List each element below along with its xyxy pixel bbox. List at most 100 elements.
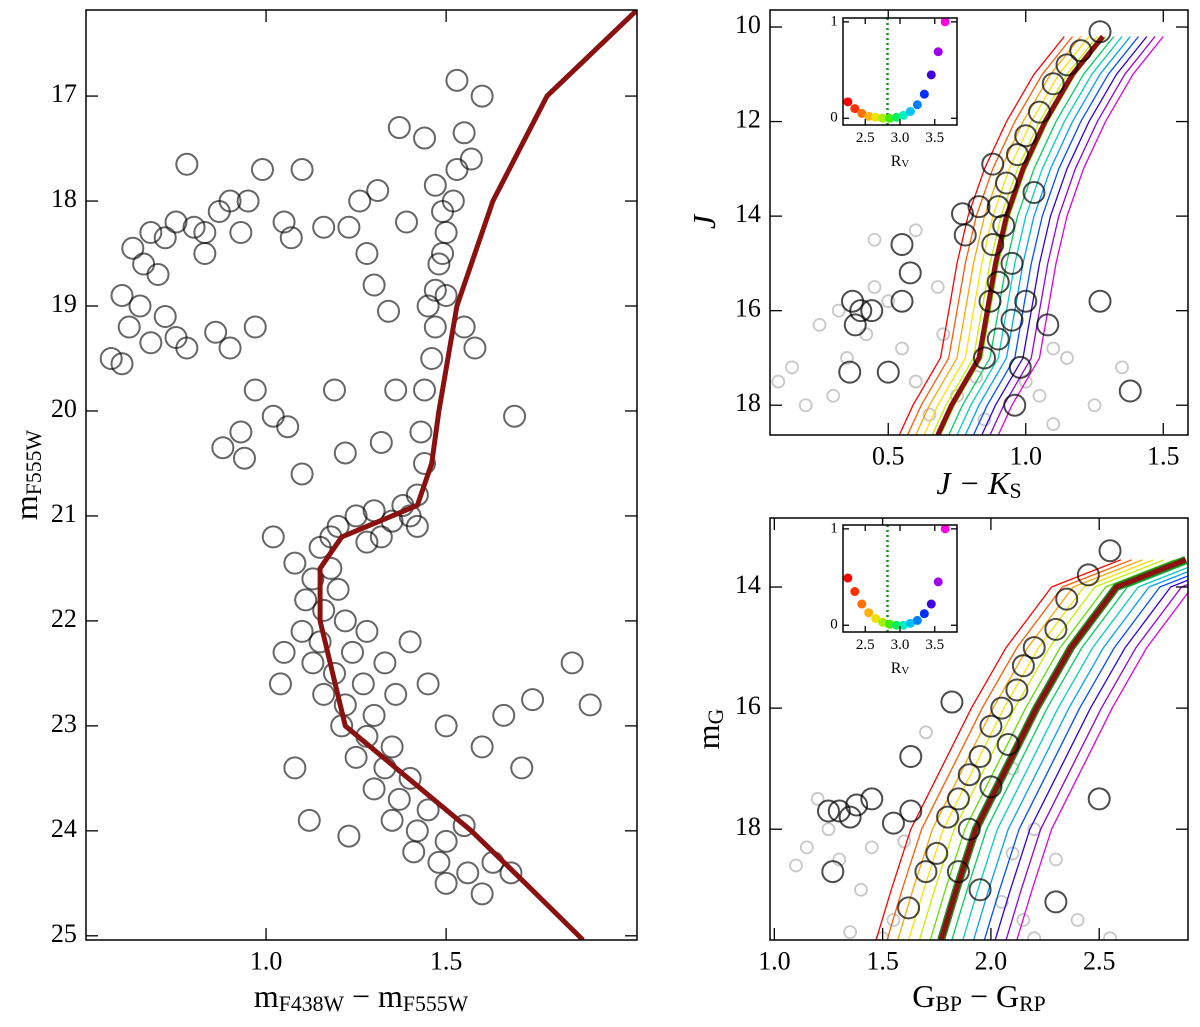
y-tick-label: 12 xyxy=(735,105,761,134)
axis-label-part: − m xyxy=(344,978,403,1014)
star-marker xyxy=(871,614,881,624)
star-marker xyxy=(981,232,1005,256)
star-marker xyxy=(849,299,873,323)
star-marker xyxy=(1014,289,1038,313)
axis-label: GBP − GRP xyxy=(912,978,1045,1015)
star-marker xyxy=(908,223,923,238)
star-marker xyxy=(826,388,841,403)
star-marker xyxy=(810,792,825,806)
star-marker xyxy=(979,714,1003,738)
star-marker xyxy=(992,214,1016,238)
plot-content xyxy=(789,539,1188,940)
x-tick-label: 2.5 xyxy=(856,130,875,146)
star-marker xyxy=(919,725,933,740)
plot-content xyxy=(771,20,1164,435)
star-marker xyxy=(445,68,469,92)
plot-area xyxy=(86,10,637,940)
isochrone xyxy=(951,562,1188,940)
isochrone xyxy=(897,559,1143,940)
star-marker xyxy=(922,407,937,422)
star-marker xyxy=(850,104,860,114)
axis-label-part: G xyxy=(912,978,935,1014)
axis-label-part: J − K xyxy=(936,465,1011,501)
axis-label-part: R xyxy=(891,153,902,170)
star-marker xyxy=(366,179,390,203)
star-marker xyxy=(1011,654,1035,678)
star-marker xyxy=(957,817,981,841)
star-marker xyxy=(996,732,1020,756)
star-marker xyxy=(946,860,970,884)
isochrone xyxy=(886,559,1132,940)
star-marker xyxy=(211,436,235,460)
star-marker xyxy=(885,619,895,629)
star-marker xyxy=(434,829,458,853)
star-marker xyxy=(362,703,386,727)
axis-label: RV xyxy=(891,153,910,171)
axis-label-subscript: RP xyxy=(1019,992,1046,1016)
star-marker xyxy=(821,822,836,837)
star-marker xyxy=(995,171,1018,195)
isochrone xyxy=(898,36,1065,435)
star-marker xyxy=(348,189,372,213)
star-marker xyxy=(840,351,854,365)
star-marker xyxy=(276,415,300,439)
isochrone xyxy=(948,36,1115,435)
plot-content xyxy=(99,10,637,940)
star-marker xyxy=(1055,587,1079,611)
star-marker xyxy=(871,112,881,122)
star-marker xyxy=(905,618,915,628)
star-marker xyxy=(337,215,361,239)
star-marker xyxy=(1016,913,1031,927)
y-tick-label: 1 xyxy=(830,520,838,536)
star-marker xyxy=(1060,351,1074,365)
star-marker xyxy=(459,147,483,171)
star-marker xyxy=(886,913,901,927)
star-marker xyxy=(175,336,199,360)
star-marker xyxy=(898,110,908,120)
star-marker xyxy=(968,745,992,769)
x-tick-label: 1.0 xyxy=(1010,441,1043,470)
star-marker xyxy=(427,850,451,874)
isochrone-best xyxy=(938,557,1187,940)
y-tick-label: 18 xyxy=(51,184,77,213)
star-marker xyxy=(153,226,177,250)
star-marker xyxy=(1003,393,1027,417)
plot-frame xyxy=(769,9,1189,436)
x-tick-label: 2.5 xyxy=(1083,946,1116,975)
star-marker xyxy=(377,299,401,323)
star-marker xyxy=(470,882,494,906)
star-marker xyxy=(821,860,845,884)
star-marker xyxy=(290,158,314,182)
star-marker xyxy=(968,878,992,902)
star-marker xyxy=(409,420,433,444)
star-marker xyxy=(1000,251,1024,275)
star-marker xyxy=(362,273,386,297)
star-marker xyxy=(456,861,480,885)
star-marker xyxy=(933,577,943,587)
star-marker xyxy=(899,799,923,823)
inset-panel: 2.5 3.0 3.5 0 1 xyxy=(830,520,958,653)
x-tick-label: 3.5 xyxy=(925,637,944,653)
star-marker xyxy=(434,871,458,895)
star-marker xyxy=(193,242,217,266)
star-marker xyxy=(912,615,922,625)
x-tick-label: 1.5 xyxy=(866,946,899,975)
star-marker xyxy=(416,672,440,696)
star-marker xyxy=(940,525,950,534)
star-marker xyxy=(301,651,325,675)
isochrone xyxy=(956,36,1123,435)
star-marker xyxy=(1070,913,1085,927)
star-marker xyxy=(337,824,361,848)
plot-frame xyxy=(85,9,638,941)
y-tick-label: 17 xyxy=(51,79,77,108)
plot-content xyxy=(843,18,950,125)
star-marker xyxy=(1036,313,1060,337)
star-marker xyxy=(905,107,915,117)
plot-area xyxy=(843,18,957,125)
star-marker xyxy=(850,587,860,597)
axis-label-part: m xyxy=(254,978,279,1014)
star-marker xyxy=(1028,100,1051,124)
star-marker xyxy=(373,651,397,675)
star-marker xyxy=(919,89,929,99)
star-marker xyxy=(218,189,242,213)
